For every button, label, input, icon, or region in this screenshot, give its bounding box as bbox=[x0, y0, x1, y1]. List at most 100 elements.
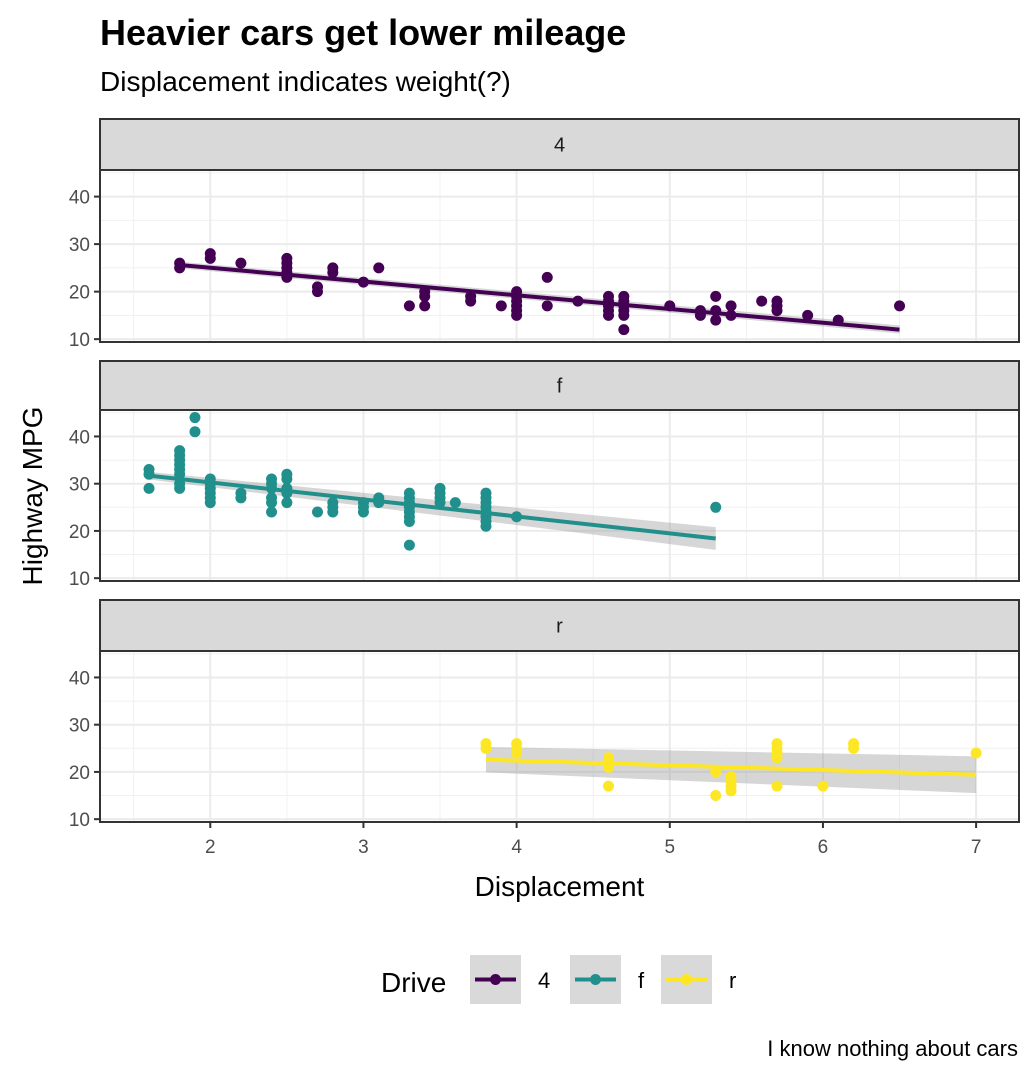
data-point bbox=[204, 497, 216, 509]
facet-strip bbox=[99, 599, 1020, 652]
data-point bbox=[311, 506, 323, 518]
data-point bbox=[618, 309, 630, 321]
y-axis-title: Highway MPG bbox=[17, 407, 48, 586]
data-point bbox=[266, 497, 278, 509]
data-point bbox=[710, 790, 722, 802]
y-tick-label: 20 bbox=[69, 283, 90, 304]
x-tick-label: 3 bbox=[358, 837, 369, 858]
y-tick-label: 20 bbox=[69, 522, 90, 543]
chart-caption: I know nothing about cars bbox=[767, 1036, 1018, 1061]
data-point bbox=[311, 286, 323, 298]
data-point bbox=[802, 309, 814, 321]
data-point bbox=[480, 742, 492, 754]
y-tick-label: 40 bbox=[69, 668, 90, 689]
x-tick-label: 7 bbox=[971, 837, 982, 858]
facet-panel-r: r 10 20 30 40 2 3 4 5 6 7 bbox=[69, 599, 1020, 858]
data-point bbox=[189, 426, 201, 438]
panel-background bbox=[100, 410, 1019, 581]
y-tick-label: 10 bbox=[69, 569, 90, 590]
data-point bbox=[710, 290, 722, 302]
legend: Drive 4 f r bbox=[381, 955, 736, 1004]
data-point bbox=[725, 785, 737, 797]
data-point bbox=[419, 300, 431, 312]
data-point bbox=[174, 482, 186, 494]
chart-title: Heavier cars get lower mileage bbox=[100, 12, 627, 53]
data-point bbox=[894, 300, 906, 312]
data-point bbox=[327, 267, 339, 279]
data-point bbox=[480, 520, 492, 532]
data-point bbox=[970, 747, 982, 759]
facet-strip-label: 4 bbox=[554, 135, 565, 157]
data-point bbox=[771, 752, 783, 764]
x-tick-label: 5 bbox=[664, 837, 675, 858]
data-point bbox=[511, 309, 523, 321]
panel-background bbox=[100, 170, 1019, 342]
data-point bbox=[204, 252, 216, 264]
legend-title: Drive bbox=[381, 967, 446, 998]
y-tick-label: 30 bbox=[69, 475, 90, 496]
data-point bbox=[403, 515, 415, 527]
panel-border bbox=[99, 409, 1020, 582]
data-point bbox=[725, 300, 737, 312]
x-tick-label: 2 bbox=[205, 837, 216, 858]
regression-line bbox=[148, 473, 716, 541]
y-tick-label: 30 bbox=[69, 716, 90, 737]
legend-point-r bbox=[681, 974, 692, 985]
data-point bbox=[419, 290, 431, 302]
data-point bbox=[143, 482, 155, 494]
x-tick-label: 4 bbox=[511, 837, 522, 858]
x-tick-label: 6 bbox=[818, 837, 829, 858]
data-point bbox=[848, 742, 860, 754]
facet-strip-label: f bbox=[557, 376, 563, 398]
chart-subtitle: Displacement indicates weight(?) bbox=[100, 66, 511, 97]
data-point bbox=[449, 497, 461, 509]
data-point bbox=[771, 780, 783, 792]
data-point bbox=[235, 257, 247, 269]
regression-line bbox=[179, 263, 900, 332]
facet-strip bbox=[99, 360, 1020, 411]
data-point bbox=[373, 262, 385, 274]
regression-line bbox=[485, 757, 977, 777]
panel-border bbox=[99, 169, 1020, 343]
data-point bbox=[817, 780, 829, 792]
facet-strip-label: r bbox=[556, 616, 563, 638]
data-point bbox=[235, 492, 247, 504]
data-point bbox=[710, 314, 722, 326]
data-point bbox=[434, 497, 446, 509]
y-tick-label: 10 bbox=[69, 810, 90, 831]
panel-background bbox=[100, 651, 1019, 822]
data-point bbox=[511, 747, 523, 759]
legend-label-r: r bbox=[729, 968, 736, 993]
data-point bbox=[281, 497, 293, 509]
legend-point-f bbox=[590, 974, 601, 985]
data-point bbox=[266, 506, 278, 518]
data-point bbox=[281, 473, 293, 485]
x-axis-title: Displacement bbox=[475, 871, 645, 902]
y-tick-label: 10 bbox=[69, 330, 90, 351]
legend-label-4: 4 bbox=[538, 968, 550, 993]
data-point bbox=[403, 539, 415, 551]
data-point bbox=[327, 506, 339, 518]
y-tick-label: 40 bbox=[69, 427, 90, 448]
data-point bbox=[403, 300, 415, 312]
data-point bbox=[710, 501, 722, 513]
data-point bbox=[618, 324, 630, 336]
data-point bbox=[603, 780, 615, 792]
facet-panel-4: 4 10 20 30 40 bbox=[69, 118, 1020, 351]
data-point bbox=[189, 412, 201, 424]
data-point bbox=[357, 506, 369, 518]
data-point bbox=[495, 300, 507, 312]
legend-label-f: f bbox=[638, 968, 645, 993]
panel-border bbox=[99, 650, 1020, 823]
data-point bbox=[541, 271, 553, 283]
y-tick-label: 30 bbox=[69, 235, 90, 256]
y-tick-label: 20 bbox=[69, 763, 90, 784]
data-point bbox=[465, 295, 477, 307]
data-point bbox=[756, 295, 768, 307]
facet-panel-f: f 10 20 30 40 bbox=[69, 360, 1020, 590]
legend-point-4 bbox=[490, 974, 501, 985]
data-point bbox=[603, 309, 615, 321]
data-point bbox=[710, 766, 722, 778]
data-point bbox=[771, 305, 783, 317]
